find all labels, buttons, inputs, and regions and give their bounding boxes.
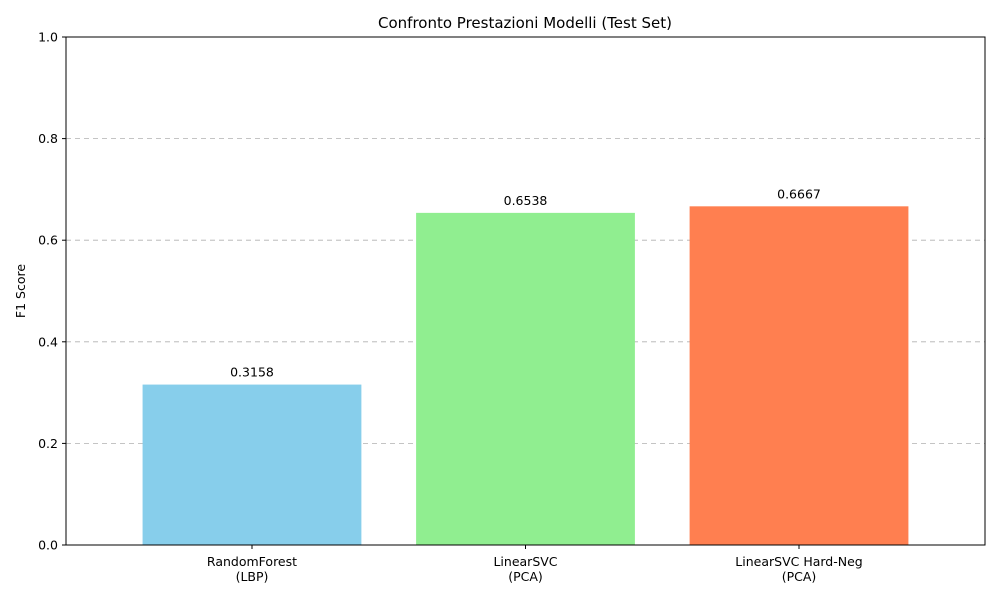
y-tick-label: 1.0 xyxy=(38,30,58,45)
bar xyxy=(142,384,362,545)
x-tick-label: (PCA) xyxy=(782,569,817,584)
x-tick-label: LinearSVC Hard-Neg xyxy=(735,554,862,569)
chart-title: Confronto Prestazioni Modelli (Test Set) xyxy=(378,14,672,32)
bar-value-label: 0.3158 xyxy=(230,365,274,380)
bar xyxy=(416,212,635,545)
y-axis-label: F1 Score xyxy=(13,264,28,318)
x-tick-label: (PCA) xyxy=(508,569,543,584)
bars xyxy=(142,206,909,545)
y-tick-label: 0.8 xyxy=(38,131,58,146)
bar xyxy=(689,206,909,545)
bar-value-label: 0.6538 xyxy=(504,193,548,208)
y-tick-label: 0.6 xyxy=(38,233,58,248)
y-tick-label: 0.0 xyxy=(38,538,58,553)
x-axis-ticks: RandomForest(LBP)LinearSVC(PCA)LinearSVC… xyxy=(207,545,863,584)
x-tick-label: RandomForest xyxy=(207,554,297,569)
y-tick-label: 0.2 xyxy=(38,436,58,451)
x-tick-label: (LBP) xyxy=(236,569,269,584)
y-axis-ticks: 0.0 0.2 0.4 0.6 0.8 1.0 xyxy=(38,30,66,553)
data-labels: 0.3158 0.6538 0.6667 xyxy=(230,186,821,379)
bar-value-label: 0.6667 xyxy=(777,186,821,201)
y-tick-label: 0.4 xyxy=(38,334,58,349)
x-tick-label: LinearSVC xyxy=(493,554,557,569)
